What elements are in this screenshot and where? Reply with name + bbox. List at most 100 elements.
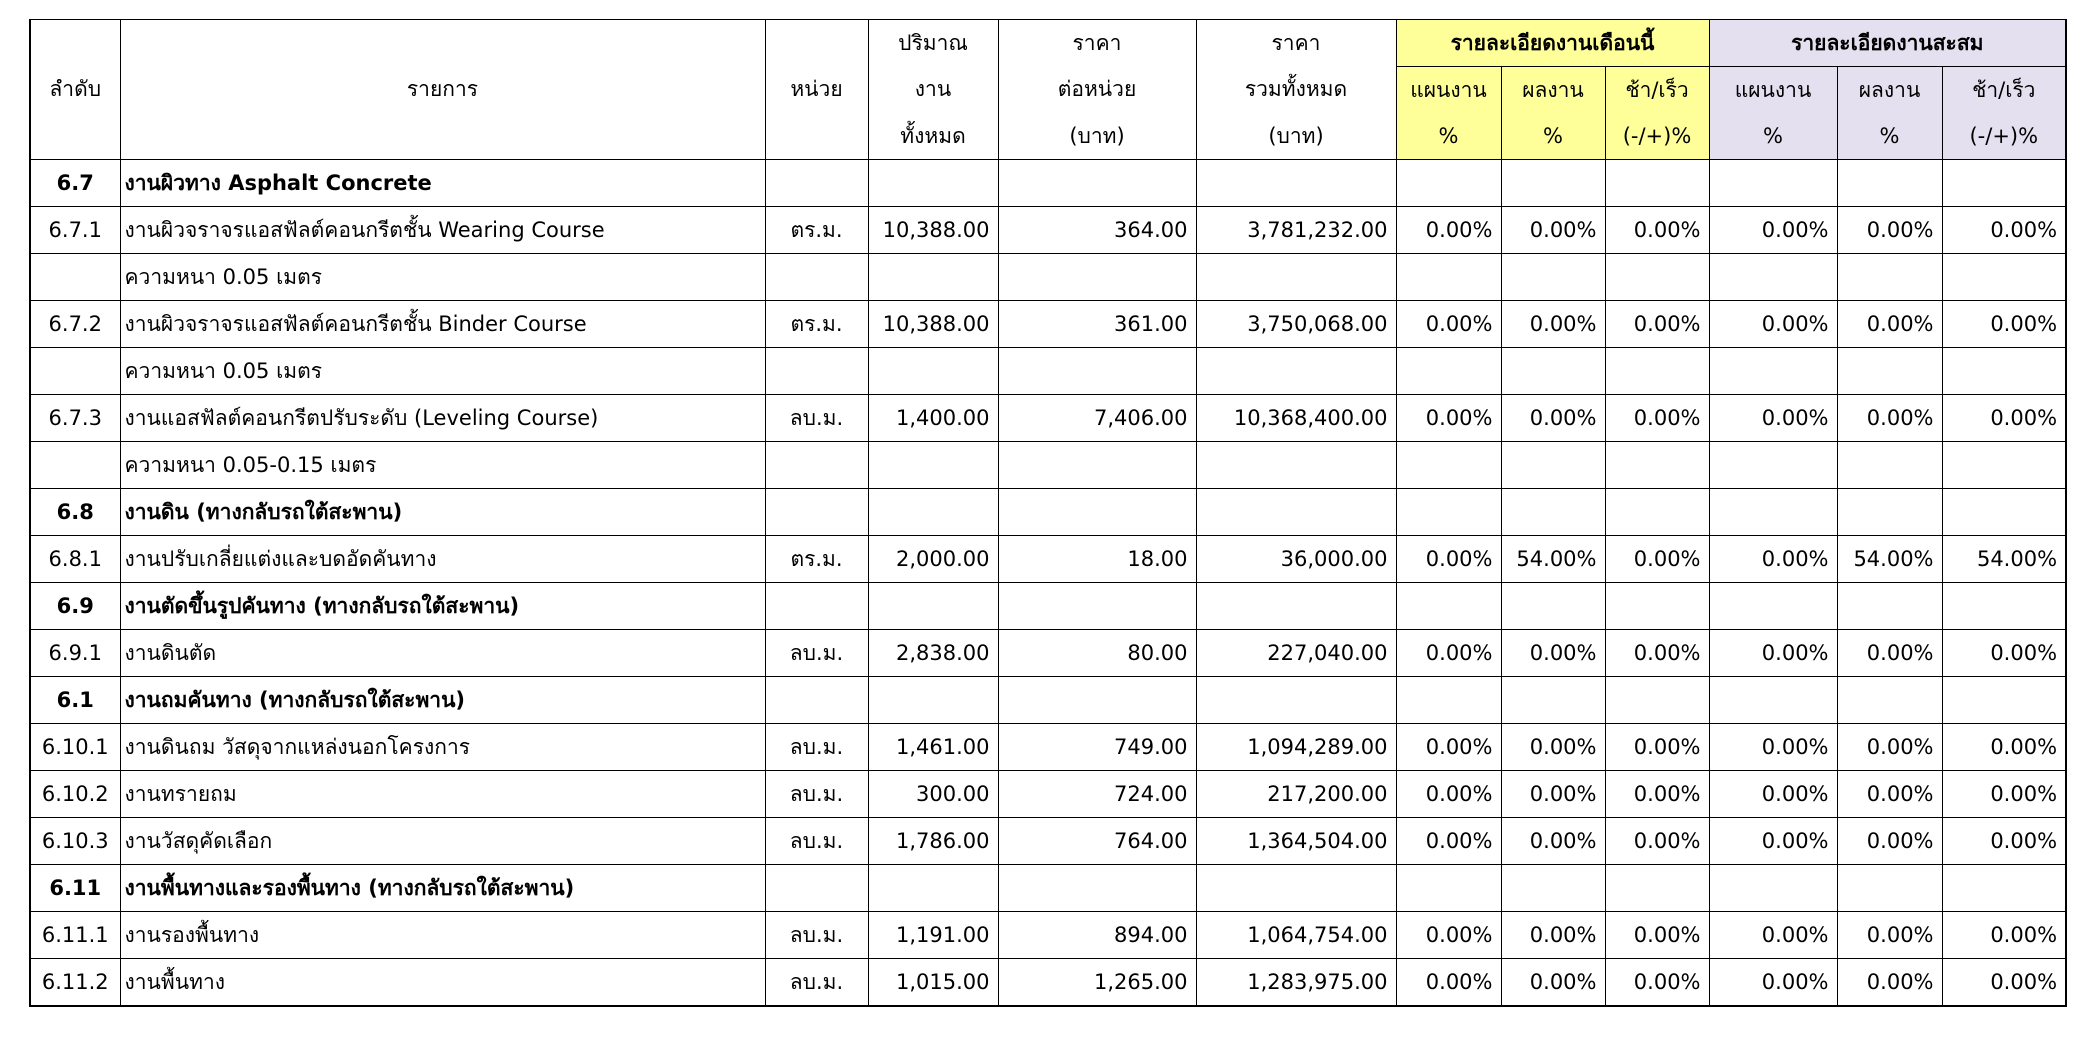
item-description: งานทรายถม [119,770,766,818]
cumulative-diff-cell: 0.00% [1941,300,2068,348]
month-actual-cell: 0.00% [1500,911,1606,959]
empty-cell [1195,864,1397,912]
row-number: 6.11 [29,864,121,912]
empty-cell [1708,582,1838,630]
empty-cell [764,864,869,912]
header-cum-diff: ช้า/เร็ว [1941,66,2068,113]
cumulative-plan-cell: 0.00% [1708,817,1838,865]
header-total-price-3: (บาท) [1195,113,1397,160]
cumulative-plan-cell: 0.00% [1708,535,1838,583]
row-number: 6.9.1 [29,629,121,677]
unit-cell: ลบ.ม. [764,817,869,865]
row-number: 6.7.3 [29,394,121,442]
item-description: งานแอสฟัลต์คอนกรีตปรับระดับ (Leveling Co… [119,394,766,442]
month-diff-cell: 0.00% [1604,723,1710,771]
quantity-cell: 1,400.00 [867,394,999,442]
section-row: 6.7 งานผิวทาง Asphalt Concrete [29,159,2068,207]
empty-cell [1604,864,1710,912]
month-plan-cell: 0.00% [1395,394,1502,442]
month-plan-cell: 0.00% [1395,817,1502,865]
empty-cell [1395,347,1502,395]
section-row: 6.1 งานถมคันทาง (ทางกลับรถใต้สะพาน) [29,676,2068,724]
unit-cell: ตร.ม. [764,206,869,254]
empty-cell [1500,488,1606,536]
header-unit: หน่วย [764,19,869,160]
table-row: 6.7.1 งานผิวจราจรแอสฟัลต์คอนกรีตชั้น Wear… [29,206,2068,254]
quantity-cell: 2,838.00 [867,629,999,677]
header-unit-price-1: ราคา [997,19,1197,67]
unit-price-cell: 894.00 [997,911,1197,959]
empty-cell [1708,159,1838,207]
header-total-price-2: รวมทั้งหมด [1195,66,1397,113]
total-price-cell: 36,000.00 [1195,535,1397,583]
empty-cell [867,441,999,489]
cumulative-diff-cell: 0.00% [1941,723,2068,771]
empty-cell [1195,676,1397,724]
header-cum-actual-unit: % [1836,113,1943,160]
header-no: ลำดับ [29,19,121,160]
empty-cell [867,347,999,395]
row-number: 6.11.2 [29,958,121,1007]
total-price-cell: 1,364,504.00 [1195,817,1397,865]
cumulative-actual-cell: 54.00% [1836,535,1943,583]
note-row: ความหนา 0.05 เมตร [29,253,2068,301]
month-plan-cell: 0.00% [1395,958,1502,1007]
empty-cell [29,441,121,489]
row-number: 6.10.1 [29,723,121,771]
empty-cell [1836,582,1943,630]
cumulative-plan-cell: 0.00% [1708,629,1838,677]
empty-cell [1500,582,1606,630]
unit-cell: ลบ.ม. [764,911,869,959]
header-cum-diff-unit: (-/+)% [1941,113,2068,160]
total-price-cell: 10,368,400.00 [1195,394,1397,442]
month-actual-cell: 0.00% [1500,958,1606,1007]
empty-cell [1941,253,2068,301]
empty-cell [997,864,1197,912]
row-number: 6.1 [29,676,121,724]
empty-cell [1708,441,1838,489]
empty-cell [1836,347,1943,395]
month-actual-cell: 0.00% [1500,770,1606,818]
row-number: 6.7.2 [29,300,121,348]
unit-cell: ลบ.ม. [764,958,869,1007]
unit-cell: ตร.ม. [764,535,869,583]
cumulative-plan-cell: 0.00% [1708,770,1838,818]
header-cumulative-group: รายละเอียดงานสะสม [1708,19,2068,67]
row-number: 6.11.1 [29,911,121,959]
header-month-plan: แผนงาน [1395,66,1502,113]
item-description: งานปรับเกลี่ยแต่งและบดอัดคันทาง [119,535,766,583]
empty-cell [1195,441,1397,489]
empty-cell [867,582,999,630]
empty-cell [1604,488,1710,536]
cumulative-diff-cell: 0.00% [1941,911,2068,959]
unit-price-cell: 749.00 [997,723,1197,771]
empty-cell [1836,676,1943,724]
month-diff-cell: 0.00% [1604,206,1710,254]
empty-cell [764,253,869,301]
cumulative-plan-cell: 0.00% [1708,723,1838,771]
table-row: 6.8.1 งานปรับเกลี่ยแต่งและบดอัดคันทาง ตร.ม… [29,535,2068,583]
unit-cell: ลบ.ม. [764,629,869,677]
unit-price-cell: 361.00 [997,300,1197,348]
header-month-actual-unit: % [1500,113,1606,160]
empty-cell [1500,253,1606,301]
quantity-cell: 2,000.00 [867,535,999,583]
cumulative-plan-cell: 0.00% [1708,206,1838,254]
quantity-cell: 1,015.00 [867,958,999,1007]
quantity-cell: 1,191.00 [867,911,999,959]
empty-cell [1395,864,1502,912]
empty-cell [1500,347,1606,395]
empty-cell [997,159,1197,207]
empty-cell [1708,676,1838,724]
section-row: 6.11 งานพื้นทางและรองพื้นทาง (ทางกลับรถใต… [29,864,2068,912]
empty-cell [1195,488,1397,536]
unit-price-cell: 80.00 [997,629,1197,677]
empty-cell [1941,347,2068,395]
quantity-cell: 1,461.00 [867,723,999,771]
month-diff-cell: 0.00% [1604,394,1710,442]
month-plan-cell: 0.00% [1395,535,1502,583]
empty-cell [867,159,999,207]
empty-cell [997,441,1197,489]
section-title: งานดิน (ทางกลับรถใต้สะพาน) [119,488,766,536]
empty-cell [867,676,999,724]
